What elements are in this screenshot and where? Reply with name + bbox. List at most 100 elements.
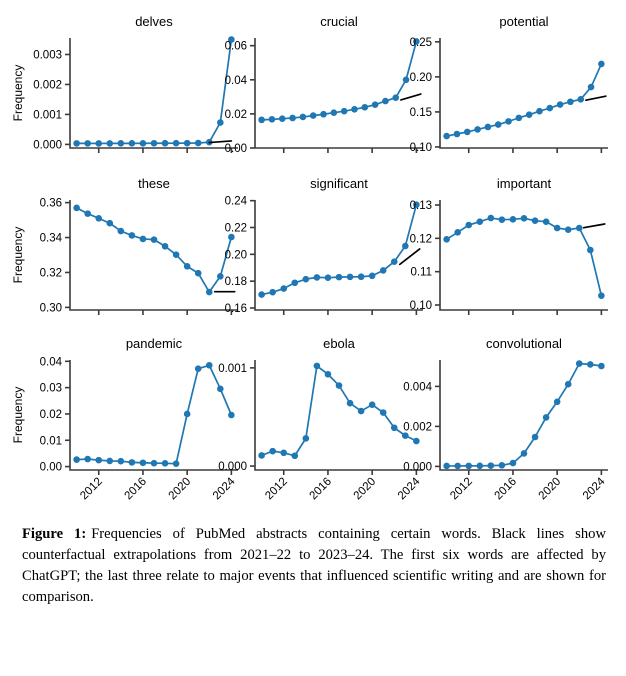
data-point-marker — [553, 398, 561, 406]
data-point-marker — [515, 114, 523, 122]
y-tick-label: 0.34 — [40, 233, 63, 245]
y-tick-label: 0.00 — [40, 462, 62, 474]
y-tick-label: 0.004 — [403, 381, 432, 393]
data-point-marker — [106, 457, 114, 465]
data-point-marker — [302, 435, 310, 442]
data-series-line — [260, 40, 418, 121]
data-point-marker — [313, 362, 321, 370]
data-point-marker — [476, 218, 484, 225]
data-point-marker — [335, 273, 343, 281]
data-point-marker — [280, 285, 288, 292]
data-point-marker — [531, 433, 539, 441]
data-point-marker — [454, 462, 461, 470]
data-point-marker — [183, 410, 191, 418]
panel-title: these — [138, 176, 170, 191]
data-point-marker — [161, 139, 169, 147]
data-point-marker — [443, 236, 450, 243]
data-point-marker — [302, 275, 310, 283]
data-point-marker — [258, 452, 265, 459]
y-tick-label: 0.10 — [410, 142, 432, 154]
data-point-marker — [443, 132, 450, 140]
x-tick-label: 2024 — [581, 475, 608, 502]
panel-title: delves — [135, 14, 173, 29]
data-point-marker — [413, 201, 420, 208]
y-tick-label: 0.25 — [410, 37, 432, 49]
data-point-marker — [73, 204, 80, 212]
data-point-marker — [194, 365, 202, 372]
data-point-marker — [289, 114, 296, 122]
data-point-marker — [556, 101, 564, 108]
data-point-marker — [268, 116, 276, 123]
data-point-marker — [564, 226, 572, 233]
axis-spines — [439, 360, 608, 471]
data-point-marker — [542, 218, 550, 225]
data-point-marker — [194, 139, 202, 147]
panel-title: ebola — [323, 336, 356, 351]
y-tick-label: 0.002 — [33, 79, 62, 91]
data-point-marker — [313, 274, 321, 281]
data-point-marker — [443, 462, 450, 470]
y-tick-label: 0.20 — [225, 249, 247, 261]
chart-panel-potential: potential 0.10 0.15 0.20 0.25 — [378, 8, 618, 170]
data-point-marker — [269, 447, 276, 455]
data-point-marker — [217, 119, 224, 126]
y-tick-label: 0.06 — [225, 41, 247, 53]
data-point-marker — [95, 215, 103, 222]
data-point-marker — [484, 123, 492, 131]
data-point-marker — [575, 224, 583, 232]
figure-caption: Figure 1: Frequencies of PubMed abstracts… — [22, 524, 606, 609]
data-point-marker — [351, 105, 358, 113]
data-point-marker — [139, 140, 147, 147]
data-point-marker — [172, 460, 180, 467]
y-tick-label: 0.22 — [225, 223, 247, 235]
y-axis-label: Frequency — [11, 227, 25, 284]
data-point-marker — [106, 219, 114, 227]
axis-spines — [254, 360, 423, 471]
x-tick-label: 2016 — [307, 476, 334, 503]
y-tick-label: 0.15 — [410, 107, 432, 119]
data-point-marker — [172, 251, 180, 258]
data-point-marker — [95, 140, 103, 147]
x-tick-label: 2020 — [167, 476, 194, 503]
data-point-marker — [509, 459, 517, 467]
x-tick-label: 2012 — [448, 476, 475, 503]
y-tick-label: 0.002 — [403, 421, 432, 433]
data-point-marker — [382, 97, 389, 105]
data-point-marker — [280, 449, 288, 457]
y-tick-label: 0.20 — [410, 72, 432, 84]
data-point-marker — [228, 411, 235, 419]
y-tick-label: 0.02 — [40, 409, 62, 421]
data-point-marker — [413, 437, 420, 445]
data-point-marker — [117, 457, 125, 465]
axis-spines — [439, 38, 608, 149]
data-point-marker — [542, 414, 550, 421]
data-point-marker — [361, 103, 369, 111]
data-point-marker — [346, 399, 354, 407]
x-tick-label: 2020 — [537, 476, 564, 503]
data-point-marker — [335, 382, 343, 389]
data-point-marker — [525, 111, 533, 119]
data-point-marker — [139, 235, 147, 243]
data-point-marker — [172, 139, 180, 147]
data-point-marker — [587, 246, 594, 254]
chart-panel-pandemic: pandemic 0.00 0.01 0.02 0.03 0.04 2012 2016 2020… — [8, 330, 248, 526]
data-point-marker — [402, 432, 409, 439]
data-point-marker — [474, 126, 481, 133]
data-point-marker — [291, 279, 299, 287]
y-axis-label: Frequency — [11, 65, 25, 122]
data-point-marker — [587, 83, 595, 91]
chart-panel-ebola: ebola 0.000 0.001 2012 2016 2020 2024 — [193, 330, 433, 526]
y-tick-label: 0.00 — [225, 143, 247, 155]
extrapolation-line — [582, 223, 606, 229]
y-tick-label: 0.001 — [33, 109, 62, 121]
data-point-marker — [357, 273, 365, 281]
data-point-marker — [183, 139, 191, 147]
data-point-marker — [392, 94, 400, 101]
data-point-marker — [228, 36, 235, 43]
axis-spines — [254, 200, 423, 311]
data-point-marker — [487, 462, 495, 469]
data-point-marker — [269, 288, 276, 296]
data-point-marker — [205, 361, 213, 369]
data-point-marker — [587, 361, 594, 368]
data-point-marker — [357, 407, 365, 415]
